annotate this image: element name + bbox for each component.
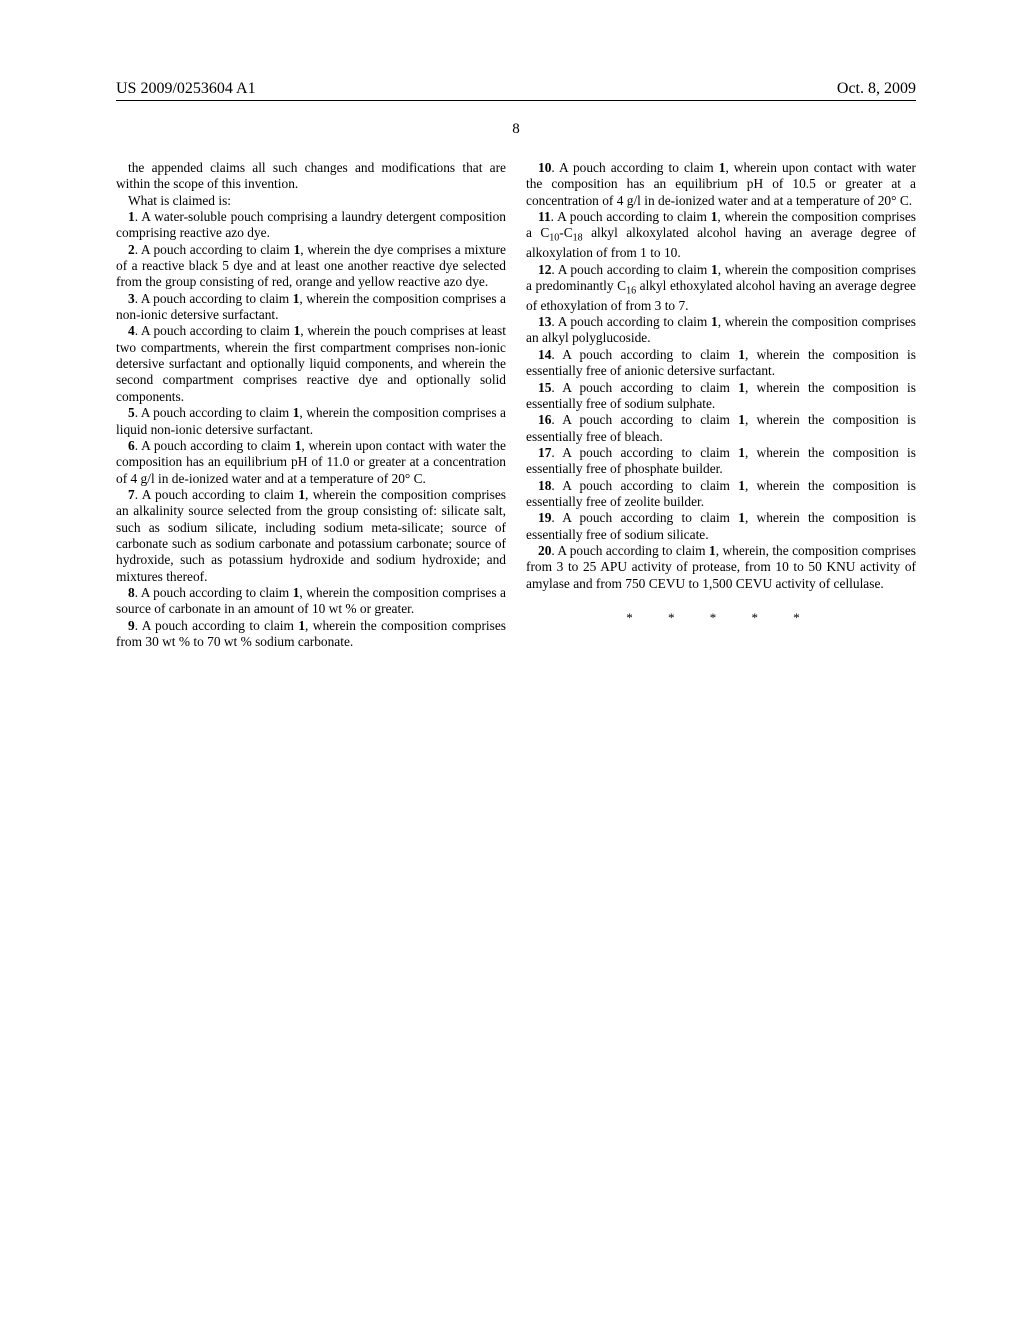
claim-12: 12. A pouch according to claim 1, wherei…: [526, 262, 916, 315]
claim-number: 1: [128, 209, 135, 224]
claim-text-a: . A pouch according to claim: [551, 160, 718, 175]
claim-number: 16: [538, 412, 551, 427]
claim-text-a: . A pouch according to claim: [135, 242, 294, 257]
subscript: 10: [549, 233, 559, 244]
claim-ref: 1: [738, 445, 745, 460]
preamble-text: the appended claims all such changes and…: [116, 160, 506, 193]
claim-8: 8. A pouch according to claim 1, wherein…: [116, 585, 506, 618]
claim-ref: 1: [738, 380, 745, 395]
claim-ref: 1: [738, 412, 745, 427]
claim-7: 7. A pouch according to claim 1, wherein…: [116, 487, 506, 585]
claim-number: 6: [128, 438, 135, 453]
claim-number: 17: [538, 445, 551, 460]
claim-text-b2: -C: [559, 225, 572, 240]
claim-text: . A water-soluble pouch comprising a lau…: [116, 209, 506, 240]
claim-number: 7: [128, 487, 135, 502]
claim-text-b3: alkyl alkoxylated alcohol having an aver…: [526, 225, 916, 260]
claim-text-a: . A pouch according to claim: [135, 291, 293, 306]
claim-11: 11. A pouch according to claim 1, wherei…: [526, 209, 916, 262]
claim-number: 10: [538, 160, 551, 175]
claim-text-a: . A pouch according to claim: [551, 510, 738, 525]
claim-14: 14. A pouch according to claim 1, wherei…: [526, 347, 916, 380]
claim-2: 2. A pouch according to claim 1, wherein…: [116, 242, 506, 291]
claim-ref: 1: [709, 543, 716, 558]
claim-ref: 1: [738, 347, 745, 362]
claim-text-a: . A pouch according to claim: [135, 585, 293, 600]
claim-text-a: . A pouch according to claim: [135, 323, 294, 338]
claim-text-a: . A pouch according to claim: [135, 405, 293, 420]
claim-number: 11: [538, 209, 551, 224]
claimed-heading: What is claimed is:: [116, 193, 506, 209]
claim-20: 20. A pouch according to claim 1, wherei…: [526, 543, 916, 592]
claim-number: 5: [128, 405, 135, 420]
claim-text-a: . A pouch according to claim: [551, 380, 738, 395]
claim-16: 16. A pouch according to claim 1, wherei…: [526, 412, 916, 445]
claim-ref: 1: [738, 510, 745, 525]
claim-number: 4: [128, 323, 135, 338]
claim-ref: 1: [738, 478, 745, 493]
claim-4: 4. A pouch according to claim 1, wherein…: [116, 323, 506, 405]
patent-page: US 2009/0253604 A1 Oct. 8, 2009 8 the ap…: [0, 0, 1024, 690]
claim-number: 13: [538, 314, 551, 329]
claim-13: 13. A pouch according to claim 1, wherei…: [526, 314, 916, 347]
claim-ref: 1: [711, 262, 718, 277]
claim-text-a: . A pouch according to claim: [135, 438, 295, 453]
claim-9: 9. A pouch according to claim 1, wherein…: [116, 618, 506, 651]
claim-1: 1. A water-soluble pouch comprising a la…: [116, 209, 506, 242]
claim-3: 3. A pouch according to claim 1, wherein…: [116, 291, 506, 324]
claim-18: 18. A pouch according to claim 1, wherei…: [526, 478, 916, 511]
claim-text-a: . A pouch according to claim: [551, 314, 711, 329]
claim-text-a: . A pouch according to claim: [551, 543, 709, 558]
page-number: 8: [116, 121, 916, 138]
claim-text-a: . A pouch according to claim: [551, 347, 738, 362]
body-columns: the appended claims all such changes and…: [116, 160, 916, 650]
claim-text-a: . A pouch according to claim: [135, 618, 299, 633]
claim-text-a: . A pouch according to claim: [551, 478, 738, 493]
claim-15: 15. A pouch according to claim 1, wherei…: [526, 380, 916, 413]
claim-17: 17. A pouch according to claim 1, wherei…: [526, 445, 916, 478]
subscript: 16: [626, 286, 636, 297]
claim-number: 19: [538, 510, 551, 525]
claim-number: 12: [538, 262, 551, 277]
claim-text-a: . A pouch according to claim: [135, 487, 299, 502]
claim-number: 14: [538, 347, 551, 362]
claim-text-a: . A pouch according to claim: [551, 445, 738, 460]
page-header: US 2009/0253604 A1 Oct. 8, 2009: [116, 80, 916, 101]
claim-number: 3: [128, 291, 135, 306]
claim-10: 10. A pouch according to claim 1, wherei…: [526, 160, 916, 209]
claim-5: 5. A pouch according to claim 1, wherein…: [116, 405, 506, 438]
claim-number: 2: [128, 242, 135, 257]
subscript: 18: [573, 233, 583, 244]
claim-text-a: . A pouch according to claim: [551, 209, 711, 224]
publication-date: Oct. 8, 2009: [837, 80, 916, 98]
claim-6: 6. A pouch according to claim 1, wherein…: [116, 438, 506, 487]
claim-number: 8: [128, 585, 135, 600]
end-asterisks: * * * * *: [526, 610, 916, 626]
publication-number: US 2009/0253604 A1: [116, 80, 256, 98]
claim-text-a: . A pouch according to claim: [551, 412, 738, 427]
claim-ref: 1: [711, 314, 718, 329]
claim-number: 20: [538, 543, 551, 558]
claim-text-a: . A pouch according to claim: [551, 262, 711, 277]
claim-19: 19. A pouch according to claim 1, wherei…: [526, 510, 916, 543]
claim-number: 18: [538, 478, 551, 493]
claim-number: 15: [538, 380, 551, 395]
claim-number: 9: [128, 618, 135, 633]
